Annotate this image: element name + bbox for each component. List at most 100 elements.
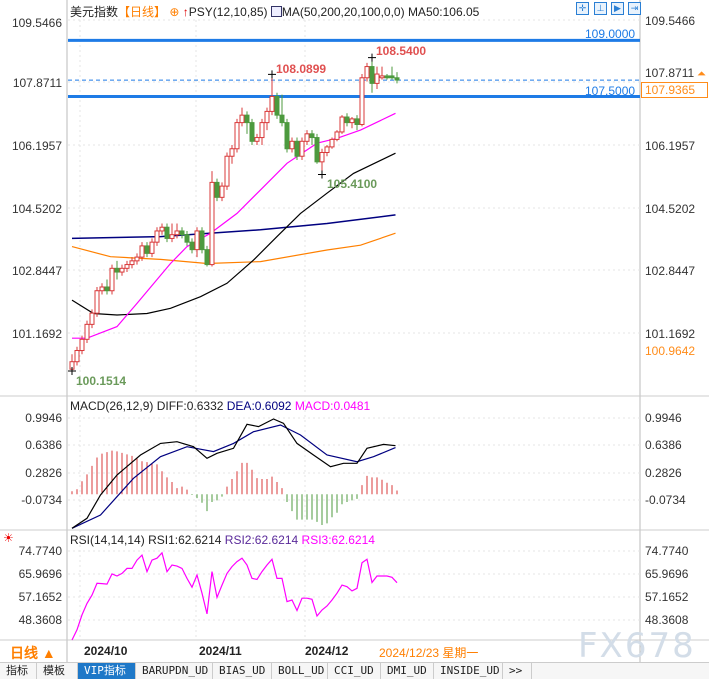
left-axis-label: 109.5466 (11, 16, 62, 30)
sun-indicator-icon[interactable]: ☀ (3, 531, 14, 545)
candle-body (144, 245, 150, 254)
extreme-marker (268, 70, 276, 79)
cursor-date: 2024/12/23 星期一 (379, 646, 479, 660)
tab-vip-indicators[interactable]: VIP指标 (78, 663, 136, 679)
left-axis-label: 101.1692 (11, 327, 62, 341)
symbol-name: 美元指数 (70, 5, 119, 19)
tab-barupdn-ud[interactable]: BARUPDN_UD (136, 663, 213, 679)
candle-body (214, 181, 220, 198)
extreme-marker (318, 170, 326, 179)
candle-body (104, 286, 110, 292)
candle-body (114, 267, 120, 273)
exit-icon[interactable]: ⇥ (628, 2, 641, 15)
rsi-axis-label: 74.7740 (645, 544, 689, 558)
ma-lines (71, 112, 396, 339)
candle-body (319, 152, 325, 163)
macd-axis-label: 0.2826 (25, 466, 62, 480)
candle-body (254, 137, 260, 142)
tab-bias-ud[interactable]: BIAS_UD (213, 663, 272, 679)
candle-body (74, 350, 80, 363)
candle-body (379, 75, 385, 79)
tab-indicators[interactable]: 指标 (0, 663, 37, 679)
date-label: 2024/11 (199, 644, 242, 658)
candle-body (79, 338, 85, 352)
extreme-marker (368, 53, 376, 62)
current-price-tag: 107.9365 (641, 82, 708, 98)
candle-body (369, 66, 375, 84)
rsi-header: RSI(14,14,14) RSI1:62.6214 RSI2:62.6214 … (70, 533, 375, 547)
candle-body (194, 230, 200, 251)
ma50-value: MA50:106.05 (407, 5, 480, 19)
tab-templates[interactable]: 模板 (37, 663, 78, 679)
candle-body (124, 264, 130, 269)
right-axis-label: 104.5202 (645, 202, 696, 216)
min-label: 100.1514 (76, 374, 127, 388)
indicator-tab-bar: 指标 模板 VIP指标 BARUPDN_UD BIAS_UD BOLL_UD C… (0, 662, 709, 679)
candle-body (129, 260, 135, 266)
candlesticks (68, 53, 400, 376)
candle-body (234, 122, 240, 150)
ma50-line (71, 152, 396, 316)
crosshair-icon[interactable]: ✛ (576, 2, 589, 15)
tab-cci-ud[interactable]: CCI_UD (328, 663, 381, 679)
candle-body (294, 140, 300, 157)
add-circle-icon[interactable]: ⊕ (169, 5, 180, 19)
hline-label: 107.5000 (585, 84, 636, 98)
ma200-line (71, 214, 396, 240)
macd-value: MACD:0.0481 (294, 399, 371, 413)
candle-body (284, 122, 290, 150)
candle-body (269, 95, 275, 112)
candle-body (314, 137, 320, 163)
candle-body (299, 140, 305, 157)
tab-dmi-ud[interactable]: DMI_UD (381, 663, 434, 679)
peak-label: 108.0899 (276, 62, 327, 76)
candle-body (309, 133, 315, 139)
rsi-axis-label: 57.1652 (645, 590, 689, 604)
candle-body (184, 234, 190, 243)
rsi-axis-label: 65.9696 (645, 567, 689, 581)
tab-more[interactable]: >> (503, 663, 532, 679)
fit-range-icon[interactable]: ⊥ (594, 2, 607, 15)
rsi2-value: RSI2:62.6214 (224, 533, 299, 547)
candle-body (354, 118, 360, 125)
grid (0, 0, 709, 662)
period-label[interactable]: 【日线】 (118, 5, 167, 19)
ma-indicator[interactable]: MA(50,200,20,100,0,0) (281, 5, 405, 19)
price-up-arrow-icon: ⏶ (697, 68, 706, 80)
candle-body (389, 75, 395, 79)
rsi-axis-label: 48.3608 (18, 613, 62, 627)
extreme-marker (68, 367, 76, 376)
candle-body (289, 140, 295, 150)
tab-boll-ud[interactable]: BOLL_UD (272, 663, 328, 679)
candle-body (219, 185, 225, 198)
candle-body (244, 114, 250, 124)
psy-indicator[interactable]: PSY(12,10,85) (188, 5, 268, 19)
candle-body (339, 116, 345, 133)
macd-axis-label: -0.0734 (21, 493, 62, 507)
red-arrow-up-icon: ↑ (182, 5, 189, 19)
candle-body (204, 249, 210, 266)
candle-body (89, 312, 95, 325)
candle-body (349, 118, 355, 124)
rsi-title: RSI(14,14,14) (70, 533, 145, 547)
candle-body (274, 95, 280, 116)
right-axis-label: 106.1957 (645, 139, 696, 153)
candle-body (359, 77, 365, 125)
period-selector[interactable]: 日线 ▲ (10, 645, 56, 661)
tab-inside-ud[interactable]: INSIDE_UD (434, 663, 503, 679)
candle-body (239, 114, 245, 124)
play-icon[interactable]: ▶ (611, 2, 624, 15)
rsi-line (71, 551, 398, 641)
right-axis-label: 102.8447 (645, 264, 696, 278)
macd-axis-label: 0.2826 (645, 466, 682, 480)
candle-body (224, 155, 230, 187)
candle-body (249, 122, 255, 142)
candle-body (324, 146, 330, 154)
date-label: 2024/12 (305, 644, 349, 658)
horizontal-lines (68, 38, 640, 98)
macd-axis-label: 0.6386 (645, 438, 682, 452)
candle-body (189, 241, 195, 251)
candle-body (374, 73, 380, 84)
ma-chart-icon (270, 6, 282, 17)
